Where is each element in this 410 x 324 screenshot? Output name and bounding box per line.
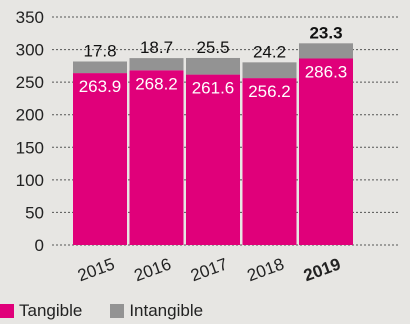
data-label-intangible: 18.7 [140, 38, 173, 57]
data-label-intangible: 25.5 [196, 38, 229, 57]
y-tick-label: 250 [16, 73, 44, 92]
bar-intangible [242, 62, 297, 79]
data-label-tangible: 268.2 [135, 74, 178, 93]
bar-tangible [73, 73, 127, 245]
legend-swatch-tangible [0, 304, 14, 318]
x-tick-label: 2016 [132, 254, 174, 285]
bar-intangible [129, 58, 184, 71]
legend: Tangible Intangible [0, 300, 231, 322]
bar-tangible [299, 58, 353, 245]
x-tick-label: 2017 [188, 254, 230, 285]
y-tick-label: 300 [16, 41, 44, 60]
bar-tangible [242, 78, 297, 245]
y-tick-label: 0 [35, 236, 44, 255]
y-tick-label: 350 [16, 8, 44, 27]
legend-item-tangible: Tangible [0, 301, 82, 321]
data-label-tangible: 263.9 [79, 77, 122, 96]
bar-intangible [186, 57, 240, 75]
bar-tangible [129, 70, 184, 245]
legend-swatch-intangible [110, 304, 125, 318]
legend-item-intangible: Intangible [110, 301, 203, 321]
bar-tangible [186, 74, 240, 245]
y-tick-label: 50 [25, 203, 44, 222]
data-label-intangible: 24.2 [253, 42, 286, 61]
legend-label-tangible: Tangible [19, 301, 83, 320]
y-tick-label: 100 [16, 171, 44, 190]
data-label-tangible: 261.6 [192, 79, 235, 98]
y-tick-label: 150 [16, 138, 44, 157]
y-tick-label: 200 [16, 106, 44, 125]
x-tick-label: 2015 [75, 254, 117, 285]
data-label-intangible: 17.8 [83, 41, 116, 60]
bar-intangible [299, 43, 353, 59]
bar-intangible [73, 61, 127, 74]
data-label-intangible: 23.3 [309, 23, 342, 42]
x-tick-label: 2018 [245, 254, 287, 285]
data-label-tangible: 286.3 [305, 62, 348, 81]
x-tick-label: 2019 [301, 254, 343, 285]
stacked-bar-chart: 0 50 100 150 200 250 300 350 263.9 17.8 2015 268.2 1… [16, 8, 400, 285]
data-label-tangible: 256.2 [248, 82, 291, 101]
legend-label-intangible: Intangible [129, 301, 204, 320]
